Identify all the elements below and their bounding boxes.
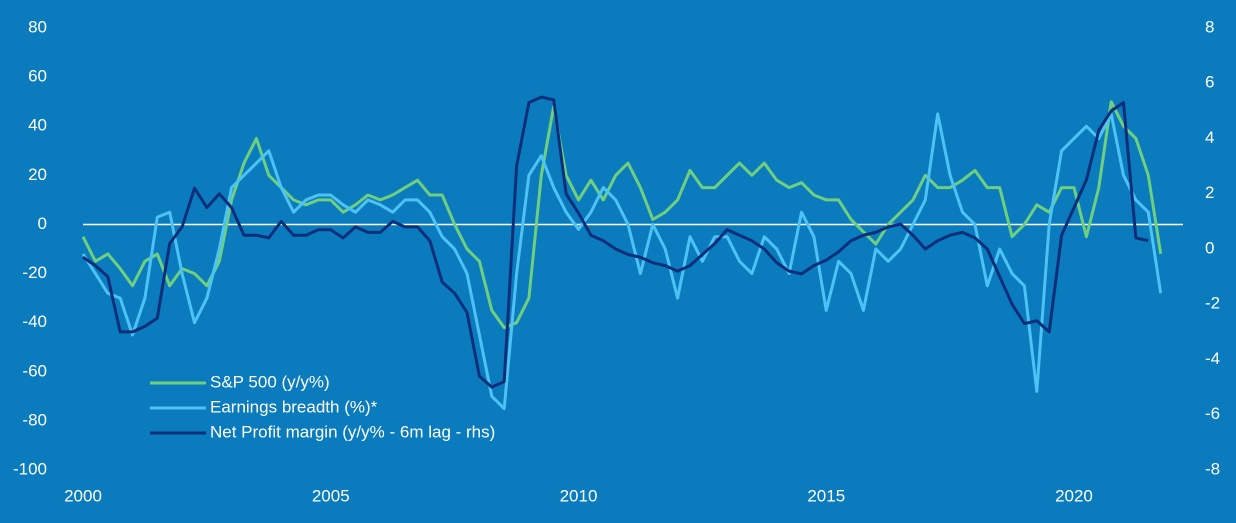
x-tick-label: 2010 <box>560 486 598 505</box>
y2-tick-label: 8 <box>1205 17 1214 36</box>
y-tick-label: 80 <box>28 17 47 36</box>
legend-label: S&P 500 (y/y%) <box>210 372 330 391</box>
y2-tick-label: 6 <box>1205 73 1214 92</box>
y-tick-label: -60 <box>22 361 47 380</box>
y2-tick-label: 2 <box>1205 183 1214 202</box>
y2-tick-label: 0 <box>1205 238 1214 257</box>
y2-tick-label: 4 <box>1205 128 1214 147</box>
y-tick-label: 0 <box>38 214 47 233</box>
y-tick-label: -80 <box>22 410 47 429</box>
y2-tick-label: -4 <box>1205 349 1220 368</box>
y2-tick-label: -2 <box>1205 294 1220 313</box>
y-tick-label: -20 <box>22 263 47 282</box>
x-tick-label: 2015 <box>807 486 845 505</box>
legend-label: Earnings breadth (%)* <box>210 397 378 416</box>
y2-tick-label: -8 <box>1205 459 1220 478</box>
x-tick-label: 2000 <box>64 486 102 505</box>
series-line <box>82 95 1149 389</box>
y-tick-label: 40 <box>28 116 47 135</box>
y-tick-label: -100 <box>13 459 47 478</box>
series-line <box>81 112 1163 411</box>
y-tick-label: 20 <box>28 165 47 184</box>
y2-tick-label: -6 <box>1205 404 1220 423</box>
y-tick-label: -40 <box>22 312 47 331</box>
x-tick-label: 2020 <box>1055 486 1093 505</box>
x-tick-label: 2005 <box>312 486 350 505</box>
y-tick-label: 60 <box>28 67 47 86</box>
legend-label: Net Profit margin (y/y% - 6m lag - rhs) <box>210 422 495 441</box>
